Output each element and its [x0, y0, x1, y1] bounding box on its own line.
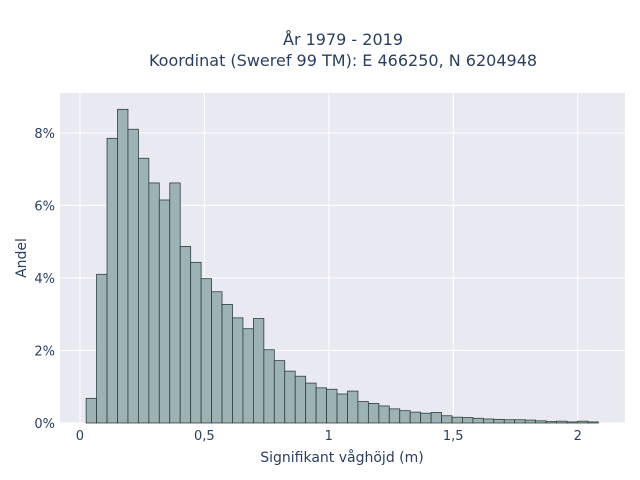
y-tick-label: 4% [34, 272, 55, 287]
y-tick-label: 8% [34, 127, 55, 142]
histogram-bar [148, 182, 160, 424]
y-tick-label: 0% [34, 417, 55, 432]
x-axis-ticks: 0 0,5 1 1,5 2 [76, 429, 582, 444]
histogram-bar [493, 418, 505, 424]
chart-subtitle: Koordinat (Sweref 99 TM): E 466250, N 62… [149, 51, 537, 70]
x-tick-label: 0,5 [194, 429, 215, 444]
histogram-bar [179, 245, 192, 424]
histogram-bar [273, 360, 286, 424]
histogram-bar [587, 421, 599, 424]
histogram-bar [472, 417, 484, 424]
histogram-bar [117, 108, 129, 424]
histogram-bar [420, 412, 432, 424]
histogram-bar [514, 419, 526, 424]
histogram-bar [315, 387, 327, 424]
x-tick-label: 1 [325, 429, 333, 444]
histogram-bar [503, 419, 516, 424]
histogram-bar [451, 416, 463, 424]
histogram-bar [388, 408, 401, 424]
histogram-bar [138, 157, 150, 424]
histogram-bar [347, 390, 359, 424]
histogram-bar [284, 370, 296, 424]
histogram-bar [211, 291, 223, 424]
histogram-bar [367, 403, 380, 424]
x-tick-label: 0 [76, 429, 84, 444]
histogram-bar [252, 318, 265, 424]
x-tick-label: 1,5 [443, 429, 464, 444]
histogram-bar [577, 420, 589, 424]
histogram-bar [96, 273, 108, 424]
histogram-bar [399, 410, 411, 424]
y-axis-ticks: 0% 2% 4% 6% 8% [34, 127, 55, 432]
histogram-bar [535, 420, 547, 424]
histogram-bar [566, 421, 578, 424]
y-tick-label: 6% [34, 199, 55, 214]
histogram-bar [336, 393, 348, 424]
histogram-bar [378, 405, 390, 424]
histogram-bar [462, 417, 474, 424]
histogram-bar [190, 261, 202, 424]
histogram-bar [169, 182, 181, 424]
histogram-bar [556, 420, 568, 424]
y-tick-label: 2% [34, 344, 55, 359]
histogram-bar [106, 137, 118, 424]
histogram-bar [524, 419, 537, 424]
histogram-bar [221, 304, 233, 424]
histogram-bar [200, 278, 212, 424]
histogram-bar [326, 388, 338, 424]
histogram-bar [441, 415, 453, 424]
histogram-bar [127, 128, 139, 424]
histogram-bar [263, 349, 275, 424]
histogram-bar [545, 421, 557, 424]
histogram-bar [430, 412, 442, 424]
x-tick-label: 2 [574, 429, 582, 444]
histogram-bar [294, 375, 307, 424]
histogram-bar [242, 328, 254, 424]
y-axis-label: Andel [14, 238, 30, 278]
histogram-bar [232, 317, 244, 424]
histogram-bar [482, 418, 495, 424]
histogram-bar [85, 397, 97, 424]
histogram-bar [409, 411, 422, 424]
chart-title: År 1979 - 2019 [283, 30, 403, 49]
x-axis-label: Signifikant våghöjd (m) [260, 449, 423, 466]
histogram-bar [357, 401, 369, 424]
histogram-bars [85, 108, 599, 424]
histogram-bar [158, 199, 171, 424]
histogram-bar [305, 382, 317, 424]
